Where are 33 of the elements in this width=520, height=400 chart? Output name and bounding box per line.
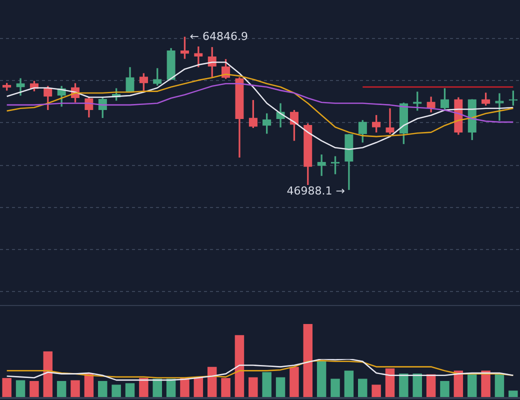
candlestick [194,46,203,68]
bar [2,378,12,398]
bar [467,374,477,398]
bar [125,383,135,398]
bar [372,384,381,398]
bar [316,361,326,398]
bar [481,370,490,398]
bar [399,374,408,398]
bar [303,324,313,398]
bar [98,380,108,398]
candlestick [495,93,504,121]
bar [139,378,148,398]
bar [508,390,518,398]
bar [262,372,272,398]
candlestick [386,108,394,134]
bar [16,380,26,398]
annotation: ← 64846.9 [190,30,248,43]
bar [290,366,299,398]
bar [112,384,121,398]
bar [276,377,286,398]
bar [330,378,340,398]
bar [248,377,258,398]
bar [494,374,504,398]
bar [234,335,244,398]
bar [440,380,450,398]
bar [344,370,354,398]
bar [30,380,39,398]
bar [221,378,230,398]
candlestick [317,154,326,176]
bar [70,380,80,398]
annotation: 46988.1 → [286,184,345,198]
bar [358,378,368,398]
bar [56,380,66,398]
